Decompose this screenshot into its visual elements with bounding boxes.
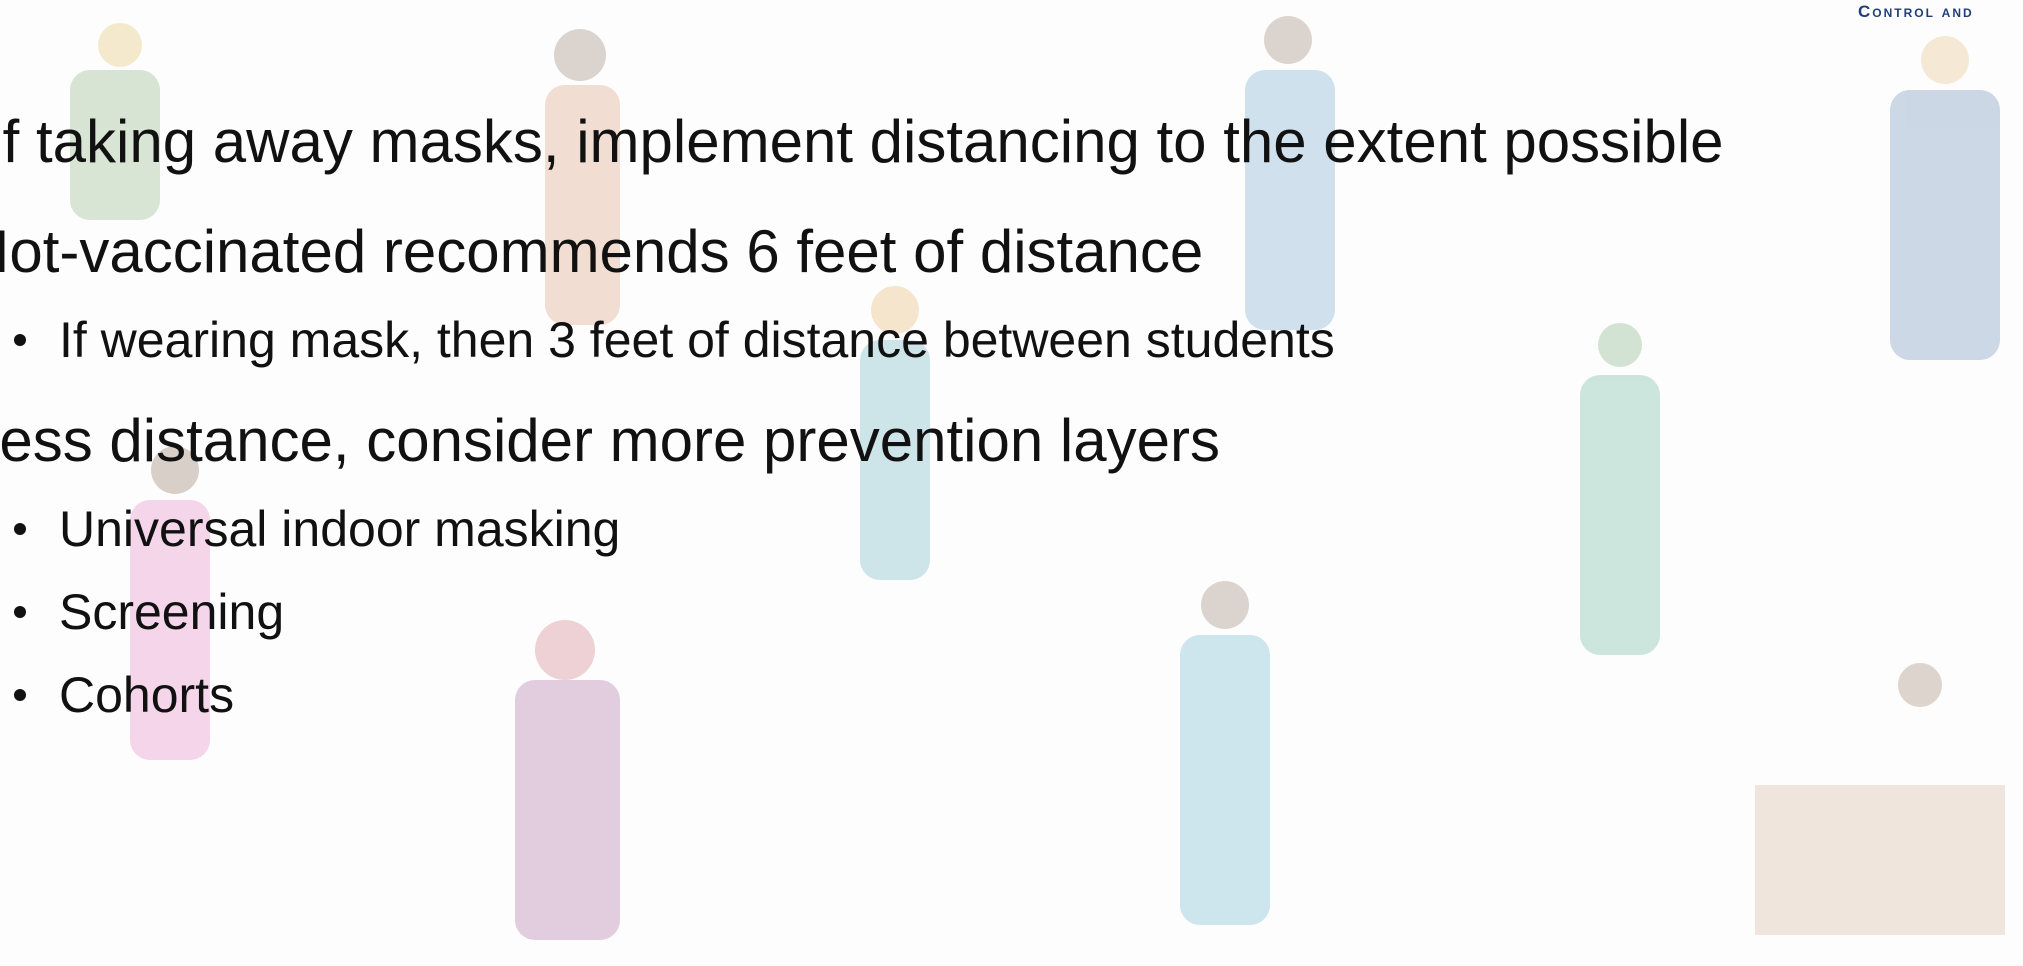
- bullet-text: Less distance, consider more prevention …: [0, 411, 1220, 471]
- sub-bullet-text: Cohorts: [59, 670, 234, 720]
- bullet-text: Not-vaccinated recommends 6 feet of dist…: [0, 222, 1203, 282]
- slide: Control and If taking away masks, implem…: [0, 0, 2023, 966]
- bullet-dot: [14, 523, 26, 535]
- sub-bullet-text: Screening: [59, 587, 284, 637]
- bullet-dot: [14, 334, 26, 346]
- bullet-text: If taking away masks, implement distanci…: [0, 112, 1724, 172]
- bullet-dot: [14, 689, 26, 701]
- bullet-dot: [14, 606, 26, 618]
- logo-text: Control and: [1858, 2, 1974, 22]
- sub-bullet-text: Universal indoor masking: [59, 504, 620, 554]
- sub-bullet-text: If wearing mask, then 3 feet of distance…: [59, 315, 1335, 365]
